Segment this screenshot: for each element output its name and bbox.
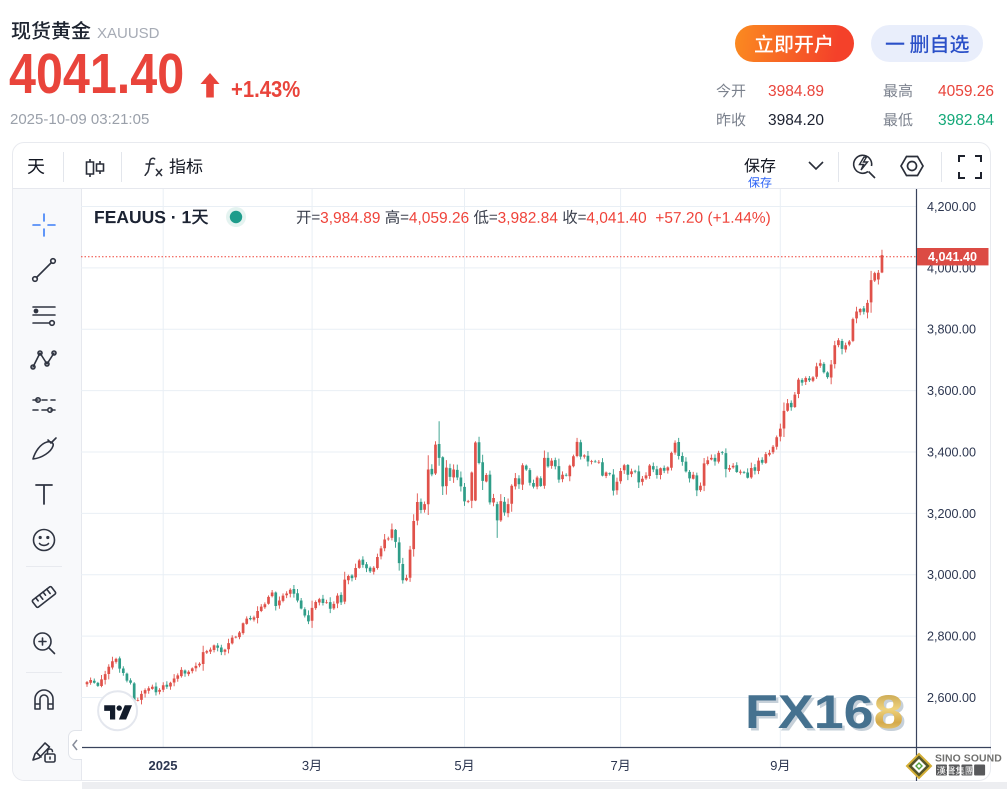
svg-text:4,041.40: 4,041.40: [928, 250, 977, 264]
svg-text:8: 8: [874, 685, 904, 738]
svg-text:3,400.00: 3,400.00: [927, 445, 976, 459]
svg-text:2025: 2025: [149, 758, 178, 773]
svg-text:2,600.00: 2,600.00: [927, 691, 976, 705]
svg-text:SINO SOUND: SINO SOUND: [935, 754, 1002, 765]
svg-text:4,200.00: 4,200.00: [927, 200, 976, 214]
svg-text:3,000.00: 3,000.00: [927, 568, 976, 582]
svg-text:3,200.00: 3,200.00: [927, 507, 976, 521]
svg-text:2,800.00: 2,800.00: [927, 630, 976, 644]
svg-text:3,600.00: 3,600.00: [927, 384, 976, 398]
svg-text:3,800.00: 3,800.00: [927, 323, 976, 337]
svg-text:8: 8: [876, 688, 906, 741]
svg-text:FX16: FX16: [745, 685, 874, 738]
svg-text:FX16: FX16: [748, 688, 877, 741]
